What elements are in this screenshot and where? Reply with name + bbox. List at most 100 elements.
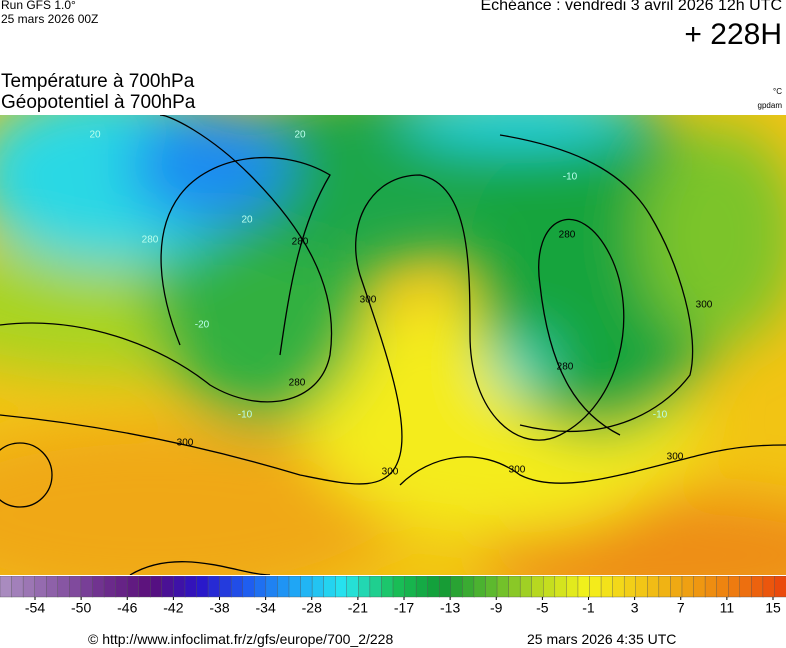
contour-label: -10 <box>653 410 668 421</box>
scale-swatch <box>566 576 579 598</box>
valid-time: Echéance : vendredi 3 avril 2026 12h UTC <box>480 0 782 14</box>
scale-swatch <box>774 576 786 598</box>
title-temp: Température à 700hPa <box>1 71 195 92</box>
scale-label: -13 <box>440 600 460 616</box>
scale-swatch <box>670 576 683 598</box>
scale-swatch <box>739 576 753 598</box>
scale-swatch <box>92 576 105 598</box>
scale-swatch <box>242 576 255 598</box>
scale-swatch <box>230 576 244 598</box>
scale-swatch <box>207 576 221 598</box>
scale-swatch <box>751 576 764 598</box>
contour-label: 300 <box>360 295 377 306</box>
contour-label: -10 <box>563 172 578 183</box>
contour-label: 20 <box>241 215 253 226</box>
scale-swatch <box>22 576 36 598</box>
contour-label: 300 <box>509 465 526 476</box>
scale-swatch <box>34 576 47 598</box>
contour-label: 300 <box>667 452 684 463</box>
scale-swatch <box>184 576 198 598</box>
scale-label: -46 <box>117 600 137 616</box>
scale-swatch <box>473 576 487 598</box>
scale-swatch <box>311 576 325 598</box>
scale-swatch <box>219 576 232 598</box>
contour-label: 280 <box>557 362 574 373</box>
contour-label: 300 <box>382 467 399 478</box>
scale-swatch <box>381 576 394 598</box>
scale-swatch <box>150 576 163 598</box>
scale-swatch <box>647 576 660 598</box>
scale-label: 15 <box>765 600 781 616</box>
scale-swatch <box>69 576 82 598</box>
scale-swatch <box>196 576 209 598</box>
scale-swatch <box>126 576 140 598</box>
contour-label: 300 <box>177 438 194 449</box>
generated: 25 mars 2026 4:35 UTC <box>527 631 677 647</box>
scale-swatch <box>427 576 440 598</box>
scale-label: -5 <box>536 600 549 616</box>
map: 20 280 20 20 -10 280 300 280 300 280 300 300 300 -20 -… <box>0 115 786 575</box>
contour-label: 280 <box>289 378 306 389</box>
scale-swatch <box>138 576 151 598</box>
scale-swatch <box>450 576 464 598</box>
scale-label: 7 <box>677 600 685 616</box>
scale-label: -17 <box>394 600 414 616</box>
scale-label: -38 <box>209 600 229 616</box>
scale-swatch <box>346 576 360 598</box>
scale-label: -54 <box>25 600 45 616</box>
contour-label: 300 <box>696 300 713 311</box>
scale-swatch <box>115 576 128 598</box>
scale-swatch <box>288 576 302 598</box>
temperature-field <box>0 115 786 575</box>
scale-swatch <box>554 576 568 598</box>
contour-label: 20 <box>294 130 306 141</box>
contour-label: -10 <box>238 410 253 421</box>
color-scale: -54 -50 -46 -42 -38 -34 -28 -21 -17 -13 -9 -5 -1 3 7 11… <box>0 576 786 616</box>
scale-swatch <box>681 576 695 598</box>
contour-label: -20 <box>195 320 210 331</box>
scale-swatch <box>577 576 591 598</box>
unit-geo: gpdam <box>757 101 782 110</box>
scale-label: -50 <box>71 600 91 616</box>
scale-swatch <box>57 576 71 598</box>
scale-swatch <box>335 576 348 598</box>
title-geo: Géopotentiel à 700hPa <box>1 92 196 113</box>
scale-swatch <box>600 576 614 598</box>
scale-swatch <box>519 576 533 598</box>
scale-swatch <box>277 576 290 598</box>
contour-label: 280 <box>292 237 309 248</box>
scale-swatch <box>80 576 94 598</box>
scale-swatch <box>531 576 544 598</box>
scale-swatch <box>508 576 521 598</box>
scale-label: 3 <box>631 600 639 616</box>
scale-swatch <box>46 576 59 598</box>
scale-swatch <box>0 576 13 598</box>
contour-label: 20 <box>89 130 101 141</box>
source: © http://www.infoclimat.fr/z/gfs/europe/… <box>88 631 394 647</box>
scale-swatch <box>404 576 417 598</box>
scale-swatch <box>462 576 475 598</box>
scale-swatch <box>623 576 637 598</box>
scale-label: -34 <box>256 600 276 616</box>
scale-swatch <box>635 576 648 598</box>
run: Run GFS 1.0° <box>1 0 76 12</box>
scale-swatch <box>658 576 672 598</box>
unit-temp: °C <box>773 87 782 96</box>
lead-time: + 228H <box>684 18 782 51</box>
scale-swatch <box>369 576 383 598</box>
scale-swatch <box>300 576 313 598</box>
scale-swatch <box>392 576 406 598</box>
scale-swatch <box>612 576 625 598</box>
contour-label: 280 <box>142 235 159 246</box>
scale-label: -1 <box>582 600 595 616</box>
scale-swatch <box>173 576 186 598</box>
scale-label: -42 <box>163 600 183 616</box>
scale-swatch <box>254 576 267 598</box>
scale-swatch <box>11 576 24 598</box>
scale-label: -9 <box>490 600 503 616</box>
scale-swatch <box>103 576 117 598</box>
scale-swatch <box>439 576 452 598</box>
contour-label: 280 <box>559 230 576 241</box>
scale-swatch <box>589 576 602 598</box>
